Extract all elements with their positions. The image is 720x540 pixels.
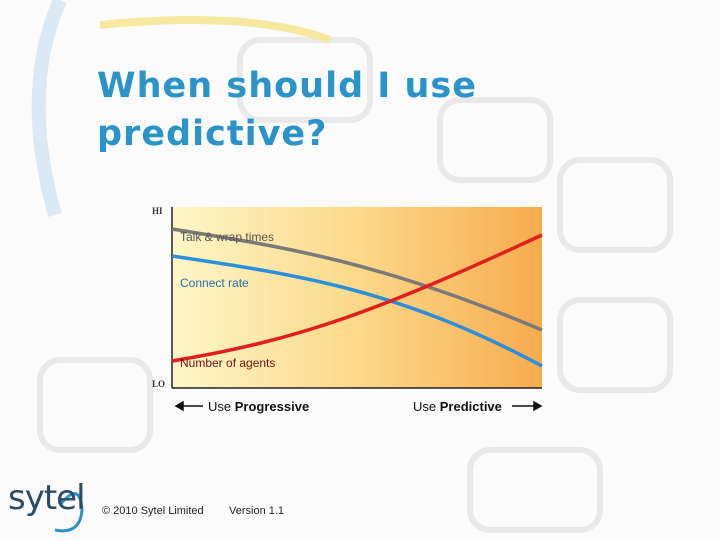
talk-wrap-curve xyxy=(171,227,543,332)
curve-label: Connect rate xyxy=(180,276,249,290)
direction-right: Use Predictive xyxy=(413,399,502,414)
axis-low-label: LO xyxy=(152,379,166,389)
logo-swoosh xyxy=(54,492,84,533)
curve-label: Number of agents xyxy=(180,356,276,370)
logo: sytel xyxy=(8,478,86,518)
direction-prefix: Use xyxy=(413,399,437,414)
direction-emphasis: Predictive xyxy=(439,399,502,414)
chart-area xyxy=(172,207,542,388)
decor-arc xyxy=(99,16,332,44)
decor-arc xyxy=(31,0,67,217)
copyright: © 2010 Sytel Limited xyxy=(102,505,204,517)
direction-arrows xyxy=(174,400,543,412)
axis-high-label: HI xyxy=(152,206,163,216)
title-line: When should I use xyxy=(97,66,478,106)
title-line: predictive? xyxy=(97,114,328,154)
direction-emphasis: Progressive xyxy=(234,399,310,414)
version: Version 1.1 xyxy=(229,505,285,517)
connect-rate-curve xyxy=(171,254,543,368)
agents-curve xyxy=(171,233,543,363)
keypad-pattern xyxy=(37,37,673,533)
slide-title: When should I use predictive? xyxy=(97,62,477,158)
direction-prefix: Use xyxy=(208,399,232,414)
direction-left: Use Progressive xyxy=(208,399,309,414)
curve-label: Talk & wrap times xyxy=(180,230,275,244)
